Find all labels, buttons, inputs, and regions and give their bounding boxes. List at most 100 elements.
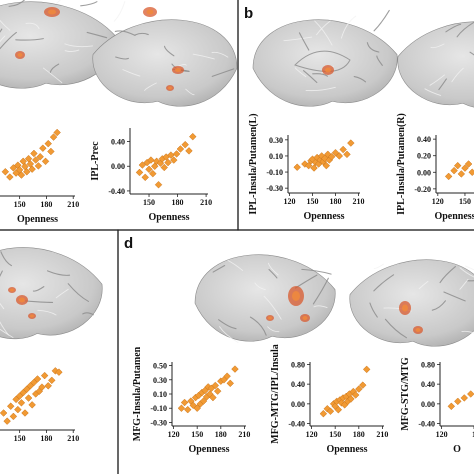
y-tick-label: 0.50 xyxy=(153,362,167,371)
data-point xyxy=(38,383,46,391)
brain-render xyxy=(0,0,117,89)
x-tick-label: 210 xyxy=(67,434,79,443)
data-point xyxy=(14,405,22,414)
data-point xyxy=(172,150,181,158)
data-point xyxy=(170,156,178,164)
x-tick-label: 120 xyxy=(306,430,318,439)
data-point xyxy=(351,391,360,399)
y-axis-title: MFG-MTG/IPL/Insula xyxy=(270,344,281,443)
data-point xyxy=(31,156,40,164)
y-tick-label: -0.20 xyxy=(414,185,431,194)
data-point xyxy=(209,393,217,402)
scatter-plots: 150 180 210 Openness 150 180 210 0.40 0.00 -0.40 O… xyxy=(0,113,474,455)
scatter-plot: 120 150 180 210 0.30 0.10 -0.10 -0.30 Openness IP… xyxy=(248,113,364,222)
x-axis-title: O xyxy=(453,444,461,455)
data-point xyxy=(362,365,371,374)
x-tick-label: 1 xyxy=(472,430,474,439)
y-tick-label: -0.30 xyxy=(150,418,167,427)
data-point xyxy=(154,180,163,189)
y-tick-label: 0.10 xyxy=(153,390,167,399)
x-tick-label: 150 xyxy=(329,430,341,439)
x-axis-title: Openness xyxy=(17,214,58,225)
data-point xyxy=(444,172,453,181)
x-tick-label: 120 xyxy=(284,197,296,206)
data-point xyxy=(180,398,189,407)
y-tick-label: 0.30 xyxy=(269,136,283,145)
data-point xyxy=(176,145,185,153)
y-tick-label: -0.40 xyxy=(108,187,125,196)
scatter-plot: 150 180 210 xyxy=(0,367,79,443)
brain-renders xyxy=(0,0,474,347)
x-tick-label: 180 xyxy=(215,430,227,439)
x-tick-label: 210 xyxy=(376,430,388,439)
data-point xyxy=(199,397,208,405)
panel-letter-d: d xyxy=(124,235,133,252)
y-tick-label: 0.00 xyxy=(417,168,431,177)
data-point xyxy=(34,162,43,170)
scatter-plot: 120 1 0.80 0.40 0.00 -0.40 O MFG-STG/MTG xyxy=(400,357,474,455)
x-axis-title: Openness xyxy=(303,211,344,222)
data-point xyxy=(177,404,186,412)
data-point xyxy=(358,381,367,389)
data-point xyxy=(322,161,331,170)
scatter-plot: 150 180 210 Openness xyxy=(0,128,79,225)
data-point xyxy=(310,164,318,172)
data-point xyxy=(0,409,8,417)
data-point xyxy=(3,417,11,425)
scatter-plot: 120 150 180 210 0.50 0.30 0.10 -0.10 -0.30 Openne… xyxy=(132,346,250,455)
data-point xyxy=(44,382,52,390)
data-point xyxy=(468,168,474,177)
brain-render xyxy=(194,254,336,343)
brain-render xyxy=(252,9,398,107)
x-tick-label: 180 xyxy=(40,200,52,209)
x-tick-label: 120 xyxy=(168,430,180,439)
data-point xyxy=(53,128,61,137)
brain-render xyxy=(397,21,474,108)
brain-render xyxy=(92,1,238,107)
brain-render xyxy=(0,247,103,340)
y-tick-label: -0.10 xyxy=(266,168,283,177)
data-point xyxy=(335,152,344,160)
x-tick-label: 150 xyxy=(307,197,319,206)
data-point xyxy=(36,152,44,161)
y-axis-title: IPL-Insula/Putamen(L) xyxy=(248,113,259,214)
data-point xyxy=(28,165,36,173)
data-point xyxy=(17,399,26,407)
y-axis-title: MFG-Insula/Putamen xyxy=(132,346,143,441)
x-tick-label: 210 xyxy=(200,198,212,207)
x-tick-label: 180 xyxy=(172,198,184,207)
x-tick-label: 150 xyxy=(459,197,471,206)
x-axis-title: Openness xyxy=(148,212,189,223)
data-point xyxy=(355,385,363,393)
y-tick-label: 0.20 xyxy=(417,152,431,161)
y-tick-label: 0.00 xyxy=(111,162,125,171)
data-point xyxy=(319,409,328,418)
data-point xyxy=(39,144,47,152)
data-point xyxy=(147,156,155,164)
data-point xyxy=(460,394,469,402)
y-tick-label: 0.30 xyxy=(153,376,167,385)
data-point xyxy=(293,163,301,171)
data-point xyxy=(40,371,49,380)
data-point xyxy=(41,157,50,166)
x-axis-title: Openness xyxy=(188,444,229,455)
data-point xyxy=(457,170,466,178)
y-axis-title: MFG-STG/MTG xyxy=(400,357,411,431)
data-point xyxy=(141,173,149,182)
panel-letter-b: b xyxy=(244,5,253,22)
data-point xyxy=(160,163,168,172)
data-point xyxy=(231,365,239,373)
data-point xyxy=(181,140,189,149)
y-tick-label: 0.80 xyxy=(291,360,305,369)
data-point xyxy=(47,147,55,156)
y-tick-label: -0.30 xyxy=(266,184,283,193)
data-point xyxy=(30,149,38,158)
scatter-plot: 150 180 210 0.40 0.00 -0.40 Openness IPL-Prec xyxy=(90,128,212,223)
data-point xyxy=(24,394,33,402)
data-point xyxy=(193,404,201,412)
data-point xyxy=(326,407,335,415)
x-tick-label: 180 xyxy=(353,430,365,439)
x-tick-label: 180 xyxy=(40,434,52,443)
y-tick-label: -0.40 xyxy=(288,420,305,429)
